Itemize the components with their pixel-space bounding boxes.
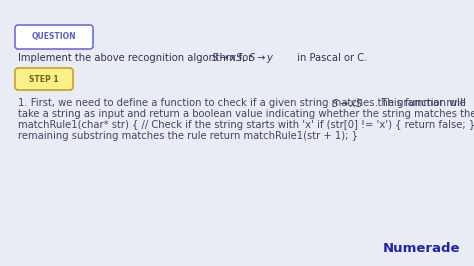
Text: QUESTION: QUESTION — [32, 32, 76, 41]
Text: take a string as input and return a boolean value indicating whether the string : take a string as input and return a bool… — [18, 109, 474, 119]
Text: $S \rightarrow xS$, $S \rightarrow y$: $S \rightarrow xS$, $S \rightarrow y$ — [211, 51, 275, 65]
Text: Implement the above recognition algorithm for: Implement the above recognition algorith… — [18, 53, 255, 63]
Text: matchRule1(char* str) { // Check if the string starts with 'x' if (str[0] != 'x': matchRule1(char* str) { // Check if the … — [18, 120, 474, 130]
Text: $S \rightarrow xS$: $S \rightarrow xS$ — [331, 97, 364, 109]
FancyBboxPatch shape — [15, 25, 93, 49]
Text: 1. First, we need to define a function to check if a given string matches the gr: 1. First, we need to define a function t… — [18, 98, 472, 108]
Text: . This function will: . This function will — [375, 98, 466, 108]
Text: Numerade: Numerade — [383, 242, 460, 255]
Text: STEP 1: STEP 1 — [29, 74, 59, 84]
Text: remaining substring matches the rule return matchRule1(str + 1); }: remaining substring matches the rule ret… — [18, 131, 361, 141]
Text: in Pascal or C.: in Pascal or C. — [294, 53, 367, 63]
FancyBboxPatch shape — [15, 68, 73, 90]
